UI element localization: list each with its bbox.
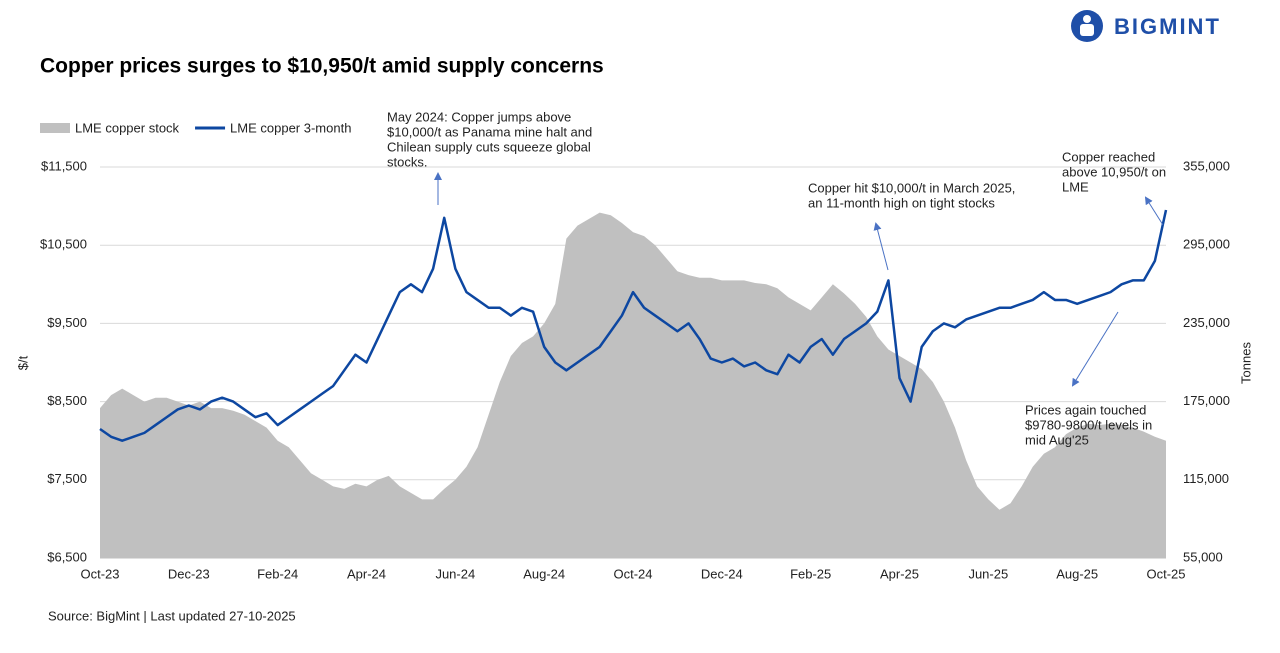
- annotation: an 11-month high on tight stocks: [808, 195, 995, 210]
- x-tick-label: Jun-25: [968, 566, 1008, 581]
- x-tick-label: Aug-25: [1056, 566, 1098, 581]
- annotation: Chilean supply cuts squeeze global: [387, 139, 591, 154]
- chart-title: Copper prices surges to $10,950/t amid s…: [40, 55, 604, 78]
- x-tick-label: Dec-24: [701, 566, 743, 581]
- x-tick-label: Jun-24: [435, 566, 475, 581]
- y-tick-label: $7,500: [47, 471, 87, 486]
- y-tick-label: $11,500: [41, 158, 87, 173]
- y2-tick-label: 235,000: [1183, 315, 1230, 330]
- x-tick-label: Dec-23: [168, 566, 210, 581]
- y2-tick-label: 115,000: [1183, 471, 1229, 486]
- annotation: May 2024: Copper jumps above: [387, 109, 571, 124]
- annotation: Copper reached: [1062, 149, 1155, 164]
- y-tick-label: $6,500: [47, 549, 87, 564]
- y-axis-label: $/t: [15, 355, 30, 370]
- logo: BIGMINT: [1071, 10, 1221, 42]
- source: Source: BigMint | Last updated 27-10-202…: [48, 608, 296, 623]
- annotation: stocks.: [387, 154, 427, 169]
- annotation: $9780-9800/t levels in: [1025, 417, 1152, 432]
- annotation: LME: [1062, 179, 1089, 194]
- y2-tick-label: 55,000: [1183, 549, 1223, 564]
- brand: BIGMINT: [1114, 14, 1221, 39]
- y-tick-label: $8,500: [47, 393, 87, 408]
- stock-area: [100, 212, 1166, 558]
- x-tick-label: Oct-23: [80, 566, 119, 581]
- annotation-arrows: [434, 172, 1164, 387]
- x-tick-label: Oct-25: [1146, 566, 1185, 581]
- y-tick-label: $9,500: [47, 315, 87, 330]
- legend-swatch: [40, 123, 70, 133]
- legend-label: LME copper stock: [75, 120, 180, 135]
- plot-area: $6,500 $7,500 $8,500 $9,500 $10,500 $11,500 55…: [40, 158, 1230, 581]
- x-tick-label: Apr-24: [347, 566, 386, 581]
- arrow: [1144, 196, 1164, 226]
- y-tick-label: $10,500: [40, 237, 87, 252]
- arrow: [873, 222, 889, 271]
- annotation: above 10,950/t on: [1062, 164, 1166, 179]
- annotation: $10,000/t as Panama mine halt and: [387, 124, 592, 139]
- x-tick-label: Feb-25: [790, 566, 831, 581]
- arrow: [1071, 311, 1119, 387]
- price-line: [99, 209, 1168, 442]
- x-tick-label: Aug-24: [523, 566, 565, 581]
- annotation: Copper hit $10,000/t in March 2025,: [808, 180, 1015, 195]
- y2-tick-label: 175,000: [1183, 393, 1230, 408]
- y2-tick-label: 355,000: [1183, 158, 1230, 173]
- x-tick-label: Feb-24: [257, 566, 298, 581]
- y2-axis-label: Tonnes: [1238, 342, 1253, 384]
- x-tick-label: Oct-24: [613, 566, 652, 581]
- y2-tick-label: 295,000: [1183, 237, 1230, 252]
- legend-label: LME copper 3-month: [230, 120, 351, 135]
- annotation: mid Aug'25: [1025, 432, 1089, 447]
- x-tick-label: Apr-25: [880, 566, 919, 581]
- annotation: Prices again touched: [1025, 402, 1146, 417]
